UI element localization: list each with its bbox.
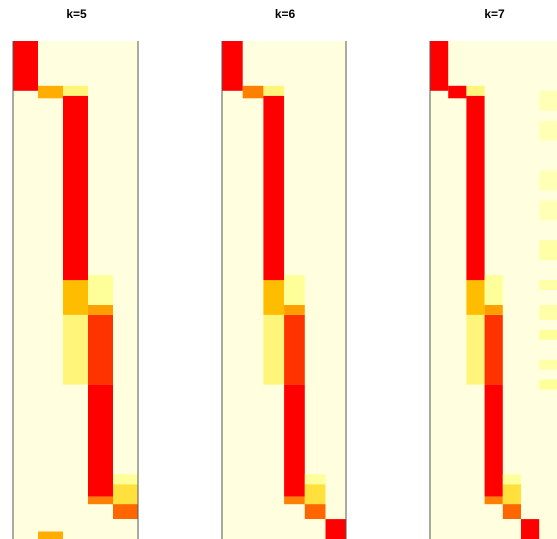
heatmap-cell — [539, 280, 557, 290]
heatmap-cell — [539, 200, 557, 221]
heatmap-cell — [88, 275, 113, 305]
heatmap-cell — [466, 85, 485, 96]
heatmap-panel: k=7 — [429, 7, 557, 539]
heatmap-cell — [113, 504, 138, 519]
heatmap-cell — [430, 41, 449, 91]
panel-title: k=5 — [66, 7, 87, 21]
heatmap-cell — [63, 314, 88, 385]
heatmap-cell — [304, 484, 326, 505]
heatmap-cell — [502, 474, 521, 485]
heatmap-cell — [88, 384, 113, 497]
heatmap-cell — [539, 240, 557, 261]
heatmap-cell — [539, 379, 557, 390]
heatmap-cell — [521, 519, 540, 539]
panel-title: k=6 — [275, 7, 296, 21]
heatmap-cell — [263, 314, 285, 385]
heatmap-cell — [63, 85, 88, 96]
heatmap-cell — [113, 484, 138, 505]
heatmap-cell — [304, 474, 326, 485]
heatmap-cell — [38, 85, 63, 99]
heatmap-cell — [466, 314, 485, 385]
heatmap-cell — [466, 95, 485, 281]
heatmap-cell — [13, 41, 38, 91]
heatmap-cell — [242, 85, 264, 99]
heatmap-cell — [484, 275, 503, 305]
panel-title: k=7 — [484, 7, 505, 21]
heatmap-cell — [539, 170, 557, 191]
heatmap-cell — [502, 504, 521, 519]
heatmap-cell — [284, 275, 305, 305]
heatmap-cell — [284, 384, 305, 497]
heatmap-cell — [304, 504, 326, 519]
heatmap-cell — [263, 280, 285, 315]
heatmap-cell — [539, 304, 557, 320]
heatmap-cell — [539, 359, 557, 370]
heatmap-cell — [113, 474, 138, 485]
heatmap-cell — [539, 90, 557, 111]
heatmap-cell — [88, 496, 113, 505]
heatmap-cell — [88, 304, 113, 315]
heatmap-cell — [484, 384, 503, 497]
heatmap-cell — [63, 95, 88, 281]
heatmap-cell — [38, 531, 63, 539]
heatmap-panel: k=6 — [221, 7, 347, 539]
heatmap-cell — [284, 304, 305, 315]
heatmap-cell — [263, 95, 285, 281]
heatmap-cell — [484, 304, 503, 315]
heatmap-cell — [222, 41, 243, 91]
heatmap-cell — [263, 85, 285, 96]
heatmap-cell — [484, 496, 503, 505]
heatmap-cell — [325, 519, 347, 539]
heatmap-cell — [448, 85, 467, 99]
heatmap-cell — [484, 314, 503, 385]
heatmap-cell — [539, 329, 557, 340]
heatmap-cell — [502, 484, 521, 505]
heatmap-cell — [284, 496, 305, 505]
heatmap-panel: k=5 — [12, 7, 139, 539]
heatmap-cell — [466, 280, 485, 315]
heatmap-cell — [539, 120, 557, 141]
heatmap-cell — [88, 314, 113, 385]
heatmap-cell — [63, 280, 88, 315]
heatmap-cell — [284, 314, 305, 385]
